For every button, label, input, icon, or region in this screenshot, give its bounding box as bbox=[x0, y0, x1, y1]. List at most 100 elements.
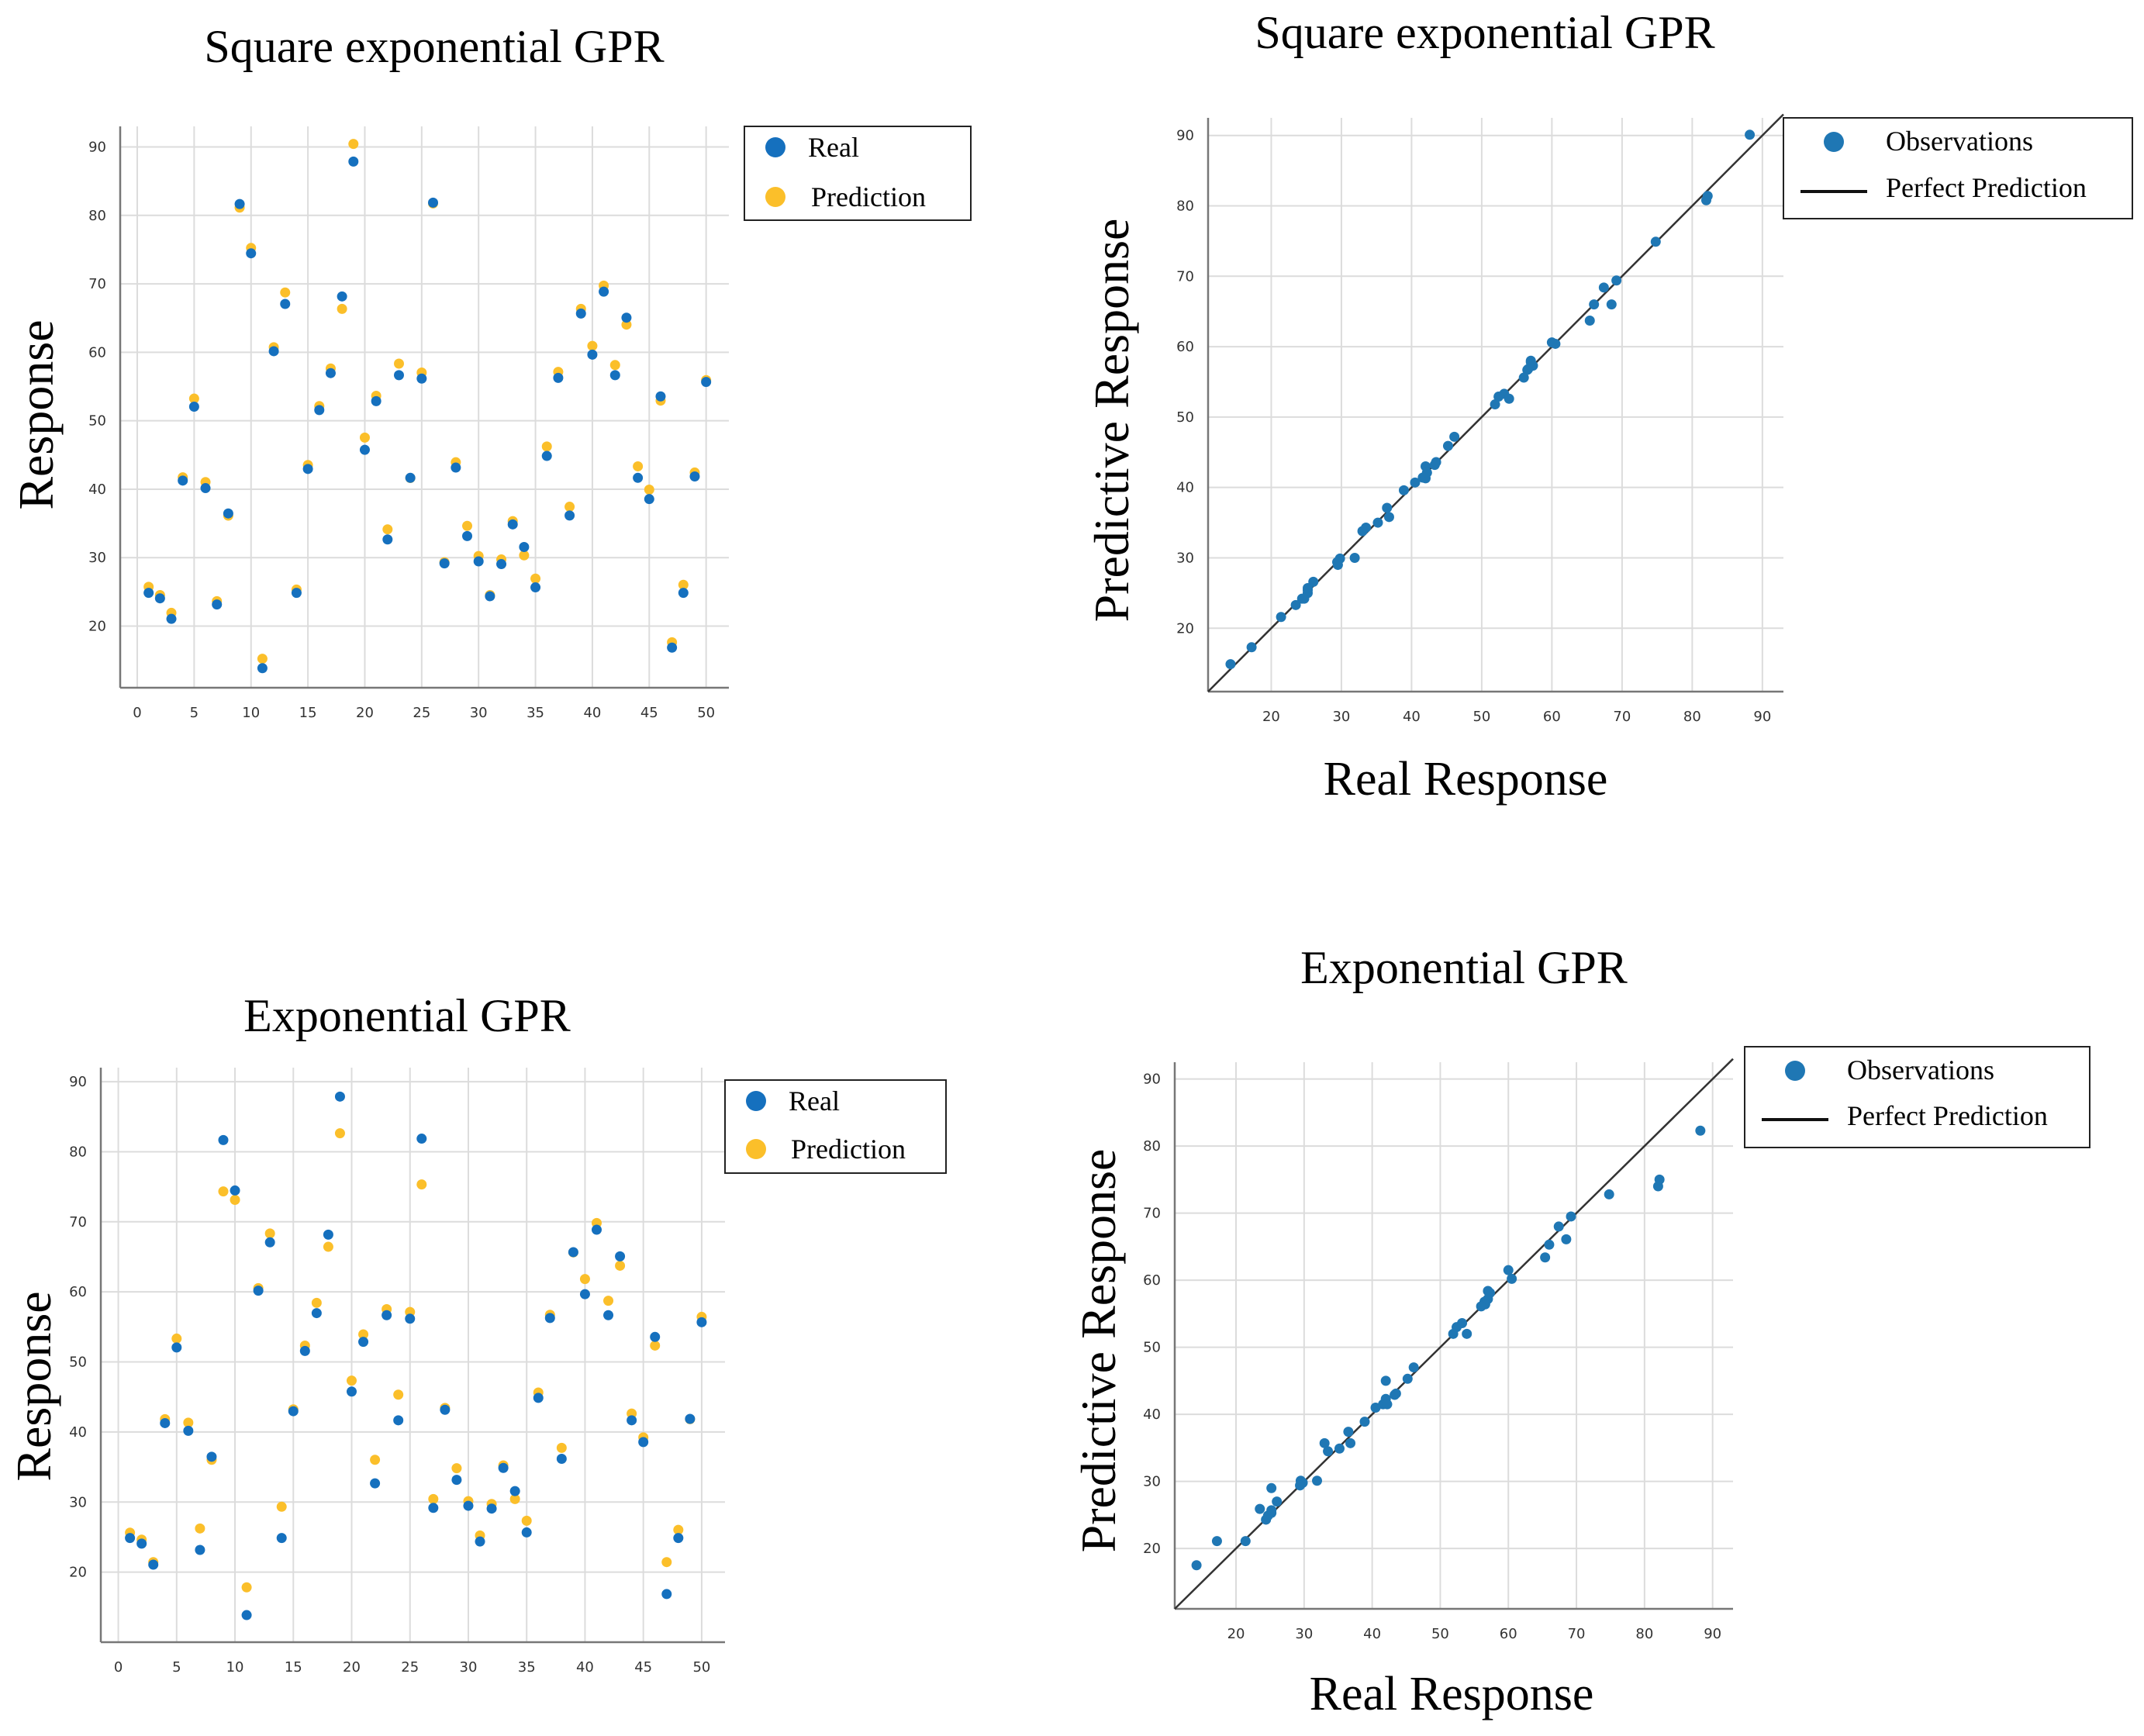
legend-label-prediction: Prediction bbox=[791, 1134, 906, 1165]
y-tick-label: 60 bbox=[1143, 1272, 1161, 1289]
y-tick-label: 90 bbox=[69, 1074, 87, 1090]
real-point bbox=[382, 1310, 392, 1320]
y-tick-label: 80 bbox=[69, 1144, 87, 1160]
real-point bbox=[591, 1224, 602, 1235]
observations-point bbox=[1518, 372, 1529, 383]
real-point bbox=[347, 1386, 357, 1397]
y-tick-label: 60 bbox=[1176, 339, 1194, 355]
prediction-point bbox=[337, 303, 347, 314]
x-tick-label: 30 bbox=[1332, 709, 1350, 725]
observations-point bbox=[1380, 1375, 1391, 1386]
real-point bbox=[650, 1331, 661, 1342]
x-tick-label: 40 bbox=[1363, 1626, 1381, 1642]
y-tick-label: 70 bbox=[1143, 1206, 1161, 1222]
real-point bbox=[609, 370, 620, 381]
legend-marker-prediction bbox=[746, 1139, 766, 1159]
observations-point bbox=[1561, 1234, 1572, 1244]
panel-exp-series: Exponential GPR Response 0 5 10 15 20 25 30 35 4… bbox=[6, 990, 947, 1676]
x-tick-label: 20 bbox=[356, 705, 374, 721]
observations-point bbox=[1402, 1373, 1413, 1384]
real-point bbox=[325, 368, 336, 378]
y-tick-label: 40 bbox=[69, 1424, 87, 1441]
real-point bbox=[195, 1544, 205, 1555]
legend-marker-real bbox=[746, 1091, 766, 1111]
observations-point bbox=[1695, 1125, 1706, 1136]
real-point bbox=[125, 1533, 136, 1544]
real-point bbox=[661, 1589, 672, 1600]
real-point bbox=[485, 591, 495, 602]
observations-point bbox=[1408, 1362, 1419, 1373]
real-point bbox=[615, 1251, 626, 1261]
prediction-point bbox=[519, 550, 530, 561]
y-tick-label: 90 bbox=[1143, 1072, 1161, 1088]
prediction-point bbox=[556, 1442, 567, 1453]
legend-label-observations: Observations bbox=[1847, 1054, 1994, 1085]
real-point bbox=[323, 1229, 333, 1240]
observations-point bbox=[1334, 1443, 1345, 1454]
x-tick-label: 45 bbox=[640, 705, 658, 721]
real-point bbox=[257, 663, 268, 674]
real-point bbox=[234, 198, 245, 209]
x-tick-label: 80 bbox=[1635, 1626, 1653, 1642]
y-tick-label: 50 bbox=[1176, 409, 1194, 426]
observations-point bbox=[1553, 1221, 1564, 1232]
panel-exp-parity: Exponential GPR Predictive Response Real… bbox=[1071, 942, 2090, 1720]
prediction-point bbox=[358, 1329, 369, 1340]
real-point bbox=[405, 472, 416, 483]
real-point bbox=[556, 1454, 567, 1465]
prediction-point bbox=[509, 1493, 520, 1504]
x-axis-label: Real Response bbox=[1310, 1668, 1594, 1720]
prediction-point bbox=[382, 524, 393, 535]
x-tick-label: 50 bbox=[692, 1659, 710, 1676]
real-point bbox=[587, 349, 598, 360]
real-point bbox=[644, 494, 654, 505]
prediction-point bbox=[673, 1524, 684, 1535]
prediction-point bbox=[323, 1241, 333, 1252]
y-axis-label: Predictive Response bbox=[1084, 219, 1139, 623]
real-point bbox=[685, 1413, 696, 1424]
real-point bbox=[154, 593, 165, 604]
y-tick-label: 20 bbox=[69, 1565, 87, 1581]
real-point bbox=[299, 1345, 310, 1356]
observations-point bbox=[1483, 1286, 1493, 1296]
prediction-point bbox=[564, 502, 575, 513]
x-tick-label: 0 bbox=[133, 705, 141, 721]
prediction-point bbox=[230, 1195, 240, 1206]
prediction-point bbox=[183, 1417, 194, 1428]
real-point bbox=[370, 1478, 381, 1489]
real-point bbox=[393, 1415, 404, 1426]
real-point bbox=[188, 401, 199, 412]
y-tick-label: 20 bbox=[88, 619, 106, 635]
y-axis-label: Response bbox=[9, 319, 64, 509]
observations-point bbox=[1331, 557, 1342, 568]
legend-label-real: Real bbox=[789, 1085, 840, 1116]
y-tick-label: 60 bbox=[69, 1284, 87, 1300]
legend-label-perfect-prediction: Perfect Prediction bbox=[1847, 1100, 2048, 1131]
plot-area: 20 30 40 50 60 70 80 90 20 30 40 50 60 70 80 90 bbox=[1143, 1058, 1734, 1642]
plot-area: 0 5 10 15 20 25 30 35 40 45 50 20 30 40 50 60 70 80 90 bbox=[69, 1068, 725, 1676]
observations-point bbox=[1345, 1437, 1356, 1448]
real-point bbox=[440, 1404, 451, 1415]
real-point bbox=[246, 248, 257, 259]
x-tick-label: 5 bbox=[172, 1659, 181, 1676]
real-point bbox=[638, 1437, 649, 1448]
real-point bbox=[507, 519, 518, 530]
observations-point bbox=[1276, 612, 1286, 623]
real-point bbox=[621, 312, 632, 323]
x-tick-label: 70 bbox=[1613, 709, 1631, 725]
prediction-point bbox=[541, 441, 552, 452]
observations-point bbox=[1448, 1328, 1459, 1339]
prediction-point bbox=[257, 654, 268, 664]
observations-point bbox=[1410, 477, 1421, 488]
prediction-point bbox=[241, 1582, 252, 1593]
prediction-point bbox=[579, 1274, 590, 1285]
real-point bbox=[178, 475, 188, 486]
observations-point bbox=[1295, 1480, 1306, 1491]
observations-point bbox=[1431, 457, 1441, 468]
x-tick-label: 15 bbox=[299, 705, 317, 721]
real-point bbox=[498, 1462, 509, 1473]
x-tick-label: 45 bbox=[634, 1659, 652, 1676]
plot-area: 0 5 10 15 20 25 30 35 40 45 50 20 30 40 50 60 70 80 90 bbox=[88, 126, 729, 721]
prediction-point bbox=[621, 319, 632, 330]
y-tick-label: 70 bbox=[88, 276, 106, 292]
